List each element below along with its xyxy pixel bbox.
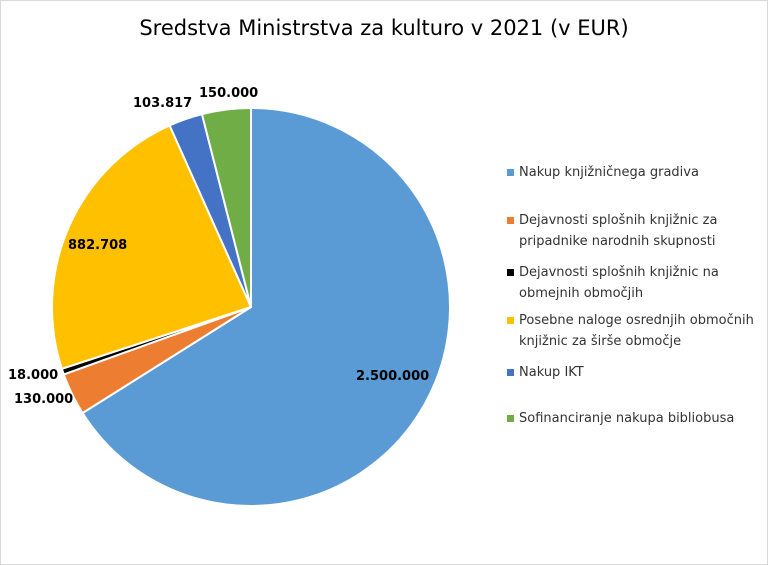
legend-swatch (507, 217, 514, 224)
legend-label: Dejavnosti splošnih knjižnic na obmejnih… (519, 265, 719, 301)
legend-swatch (507, 169, 514, 176)
pie-slice-5 (200, 107, 252, 308)
pie-slice-0 (81, 107, 451, 507)
data-label-4: 103.817 (133, 96, 193, 111)
data-label-5: 150.000 (199, 86, 259, 101)
data-label-2: 18.000 (8, 368, 59, 383)
legend-label: Dejavnosti splošnih knjižnic za pripadni… (519, 213, 718, 249)
pie-slice-3 (51, 124, 252, 370)
data-label-3: 882.708 (68, 238, 128, 253)
data-label-0: 2.500.000 (356, 369, 430, 384)
legend-swatch (507, 369, 514, 376)
legend-swatch (507, 415, 514, 422)
data-label-1: 130.000 (14, 392, 74, 407)
legend-label: Posebne naloge osrednjih območnih knjižn… (519, 313, 754, 349)
legend-label: Nakup knjižničnega gradiva (519, 165, 699, 180)
legend-label: Sofinanciranje nakupa bibliobusa (519, 411, 735, 426)
legend-label: Nakup IKT (519, 365, 584, 380)
chart-title: Sredstva Ministrstva za kulturo v 2021 (… (139, 16, 629, 40)
legend-swatch (507, 269, 514, 276)
legend-swatch (507, 317, 514, 324)
